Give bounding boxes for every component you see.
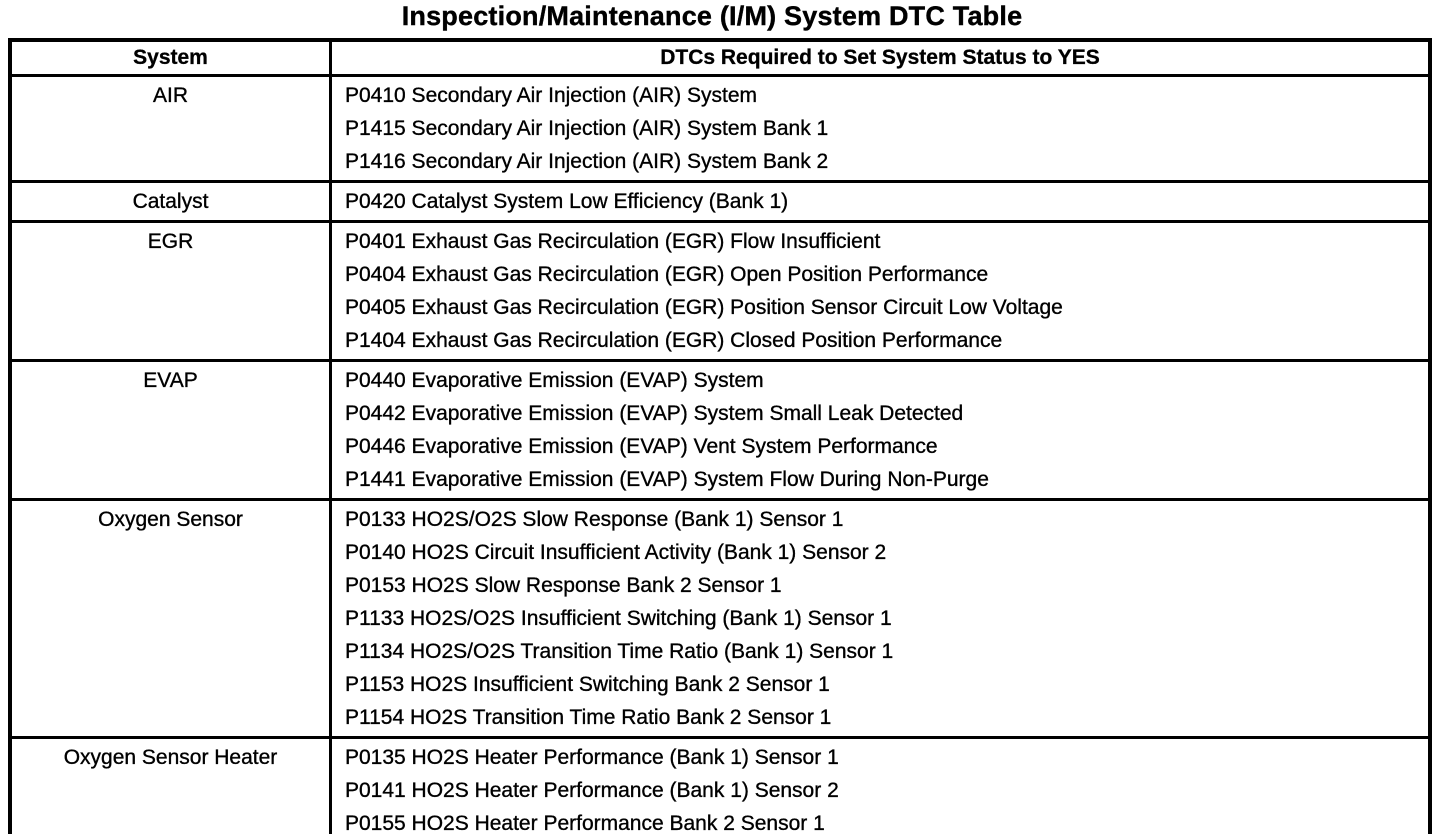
table-row: Oxygen Sensor Heater P0135 HO2S Heater P…	[8, 736, 1432, 834]
system-name-cell: EVAP	[8, 359, 332, 501]
table-header-row: System DTCs Required to Set System Statu…	[8, 38, 1432, 77]
table-row: EVAP P0440 Evaporative Emission (EVAP) S…	[8, 359, 1432, 501]
dtc-line: P0133 HO2S/O2S Slow Response (Bank 1) Se…	[345, 508, 844, 531]
dtc-line: P1441 Evaporative Emission (EVAP) System…	[345, 468, 989, 491]
dtc-line: P1134 HO2S/O2S Transition Time Ratio (Ba…	[345, 640, 894, 663]
dtc-line: P0153 HO2S Slow Response Bank 2 Sensor 1	[345, 574, 782, 597]
system-name-cell: Oxygen Sensor Heater	[8, 736, 332, 834]
table-body: AIR P0410 Secondary Air Injection (AIR) …	[8, 74, 1432, 834]
dtc-line: P1153 HO2S Insufficient Switching Bank 2…	[345, 673, 830, 696]
table-row: Oxygen Sensor P0133 HO2S/O2S Slow Respon…	[8, 498, 1432, 739]
system-name-cell: AIR	[8, 74, 332, 183]
dtc-line: P1415 Secondary Air Injection (AIR) Syst…	[345, 117, 829, 140]
dtc-line: P0135 HO2S Heater Performance (Bank 1) S…	[345, 746, 839, 769]
dtc-line: P0155 HO2S Heater Performance Bank 2 Sen…	[345, 812, 825, 834]
dtc-line: P1133 HO2S/O2S Insufficient Switching (B…	[345, 607, 892, 630]
dtc-line: P1416 Secondary Air Injection (AIR) Syst…	[345, 150, 829, 173]
table-row: Catalyst P0420 Catalyst System Low Effic…	[8, 180, 1432, 223]
dtc-line: P0401 Exhaust Gas Recirculation (EGR) Fl…	[345, 230, 881, 253]
dtc-line: P0420 Catalyst System Low Efficiency (Ba…	[345, 190, 789, 213]
system-name-cell: EGR	[8, 220, 332, 362]
page-title: Inspection/Maintenance (I/M) System DTC …	[401, 1, 1023, 31]
dtc-list-cell: P0133 HO2S/O2S Slow Response (Bank 1) Se…	[329, 498, 1432, 739]
dtc-list-cell: P0135 HO2S Heater Performance (Bank 1) S…	[329, 736, 1432, 834]
dtc-list-cell: P0410 Secondary Air Injection (AIR) Syst…	[329, 74, 1432, 183]
dtc-list-cell: P0420 Catalyst System Low Efficiency (Ba…	[329, 180, 1432, 223]
dtc-list-cell: P0440 Evaporative Emission (EVAP) System…	[329, 359, 1432, 501]
dtc-line: P0442 Evaporative Emission (EVAP) System…	[345, 402, 964, 425]
table-row: EGR P0401 Exhaust Gas Recirculation (EGR…	[8, 220, 1432, 362]
column-header-dtcs: DTCs Required to Set System Status to YE…	[329, 38, 1432, 77]
column-header-system: System	[8, 38, 332, 77]
dtc-line: P0405 Exhaust Gas Recirculation (EGR) Po…	[345, 296, 1063, 319]
system-name-cell: Oxygen Sensor	[8, 498, 332, 739]
dtc-line: P0446 Evaporative Emission (EVAP) Vent S…	[345, 435, 938, 458]
dtc-line: P1404 Exhaust Gas Recirculation (EGR) Cl…	[345, 329, 1003, 352]
dtc-line: P0140 HO2S Circuit Insufficient Activity…	[345, 541, 887, 564]
system-name-cell: Catalyst	[8, 180, 332, 223]
table-row: AIR P0410 Secondary Air Injection (AIR) …	[8, 74, 1432, 183]
dtc-line: P0440 Evaporative Emission (EVAP) System	[345, 369, 764, 392]
dtc-line: P0404 Exhaust Gas Recirculation (EGR) Op…	[345, 263, 989, 286]
dtc-line: P1154 HO2S Transition Time Ratio Bank 2 …	[345, 706, 832, 729]
dtc-line: P0141 HO2S Heater Performance (Bank 1) S…	[345, 779, 839, 802]
dtc-list-cell: P0401 Exhaust Gas Recirculation (EGR) Fl…	[329, 220, 1432, 362]
dtc-table: System DTCs Required to Set System Statu…	[8, 38, 1432, 834]
dtc-line: P0410 Secondary Air Injection (AIR) Syst…	[345, 84, 758, 107]
